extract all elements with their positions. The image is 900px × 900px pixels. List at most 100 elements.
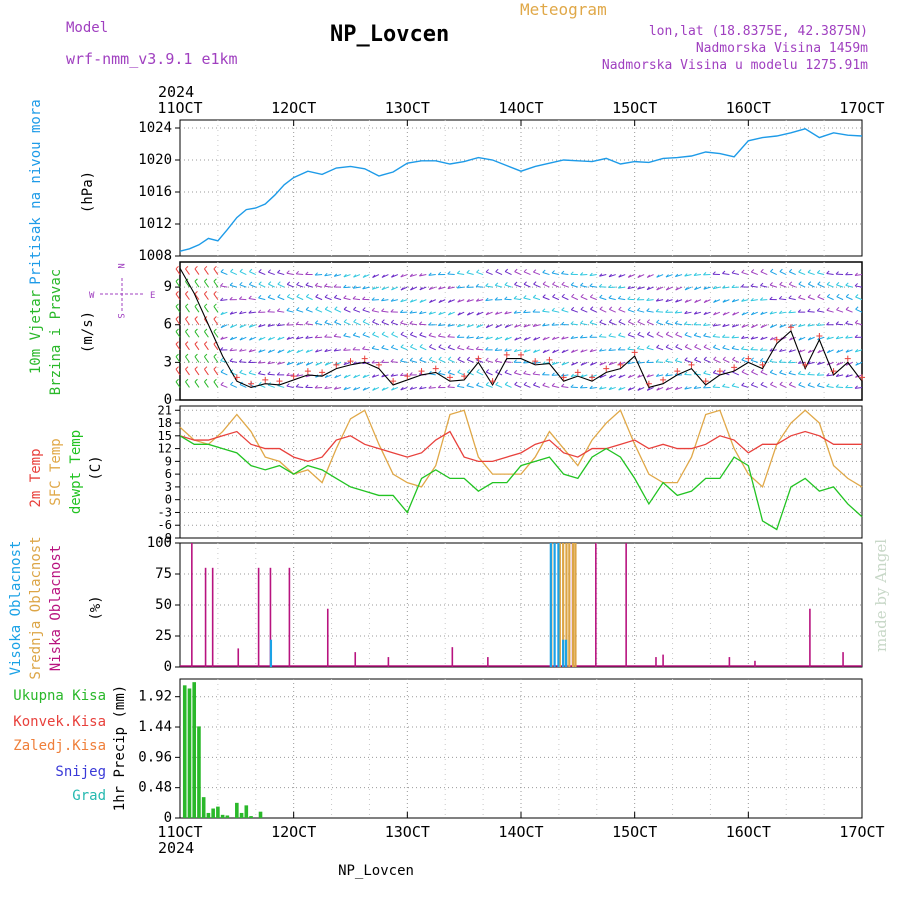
dewpoint-line xyxy=(179,435,863,531)
x-tick-label-bottom: 13OCT xyxy=(385,823,430,841)
wind-barb-feather xyxy=(561,281,565,285)
wind-barb-feather xyxy=(778,310,783,314)
wind-barb-feather xyxy=(314,320,319,324)
wind-barb-feather xyxy=(618,332,622,336)
wind-barb-feather xyxy=(194,265,198,270)
wind-barb xyxy=(571,284,578,288)
wind-barb-feather xyxy=(447,369,451,373)
wind-barb-feather xyxy=(185,328,189,332)
wind-barb xyxy=(523,349,531,353)
wind-barb-feather xyxy=(580,282,584,286)
wind-barb-feather xyxy=(371,360,375,364)
wind-gust-marker xyxy=(276,378,283,385)
wind-gust-marker xyxy=(660,376,667,383)
wind-barb xyxy=(447,286,455,290)
wind-barb xyxy=(628,321,635,326)
wind-barb-feather xyxy=(485,297,489,301)
wind-barb-feather xyxy=(750,382,755,386)
wind-barb-feather xyxy=(760,268,764,273)
wind-barb-feather xyxy=(741,357,745,361)
wind-barb-feather xyxy=(428,332,432,336)
wind-barb-feather xyxy=(438,311,442,316)
wind-barb-feather xyxy=(845,271,849,276)
wind-barb-feather xyxy=(229,336,234,341)
wind-barb xyxy=(741,336,749,340)
wind-barb-feather xyxy=(400,331,404,335)
wind-barb-feather xyxy=(836,362,840,366)
wind-barb xyxy=(185,343,190,351)
wind-barb xyxy=(353,309,361,313)
wind-barb xyxy=(570,374,578,378)
wind-barb-feather xyxy=(845,293,849,298)
wind-barb xyxy=(305,309,313,313)
x-tick-label-top: 15OCT xyxy=(612,99,657,117)
wind-barb-feather xyxy=(617,285,622,289)
wind-barb xyxy=(185,318,190,326)
wind-barb xyxy=(476,371,484,376)
wind-barb xyxy=(855,349,863,353)
wind-barb xyxy=(789,271,796,276)
wind-barb xyxy=(175,381,181,388)
wind-barb-feather xyxy=(713,356,717,360)
wind-barb-feather xyxy=(703,322,707,326)
wind-barb-feather xyxy=(807,294,811,298)
wind-barb-feather xyxy=(684,321,688,325)
wind-barb-feather xyxy=(665,274,669,278)
wind-barb xyxy=(826,309,834,313)
precip-legend-2: Konvek.Kisa xyxy=(13,714,106,730)
wind-barb-feather xyxy=(542,349,546,354)
wind-barb-feather xyxy=(334,319,338,323)
wind-gust-marker xyxy=(248,380,255,387)
wind-barb-feather xyxy=(514,281,518,285)
wind-barb-feather xyxy=(286,270,290,274)
precip-bar xyxy=(249,816,253,818)
wind-barb xyxy=(229,349,237,352)
wind-barb-feather xyxy=(353,374,357,379)
wind-barb-feather xyxy=(836,349,840,353)
wind-barb-feather xyxy=(514,268,518,272)
y-tick-label-5: 0.96 xyxy=(138,749,172,765)
wind-barb xyxy=(589,322,597,326)
y-tick-label-3: 15 xyxy=(158,429,172,443)
wind-barb-feather xyxy=(295,373,300,377)
wind-barb xyxy=(229,284,237,288)
wind-barb xyxy=(533,297,541,301)
wind-barb xyxy=(826,336,834,340)
wind-speed-line xyxy=(179,268,863,389)
wind-barb-feather xyxy=(372,274,376,278)
wind-barb xyxy=(770,271,777,275)
wind-barb-feather xyxy=(400,372,404,377)
wind-gust-marker xyxy=(716,368,723,375)
wind-barb xyxy=(693,373,702,376)
wind-barb-feather xyxy=(343,319,347,323)
wind-barb xyxy=(608,297,616,301)
wind-barb-feather xyxy=(204,278,208,282)
wind-barb xyxy=(656,333,664,338)
wind-barb-feather xyxy=(570,321,574,325)
wind-barb xyxy=(428,274,436,276)
wind-barb xyxy=(486,371,493,376)
wind-barb xyxy=(694,311,702,315)
y-tick-label-2: 6 xyxy=(164,317,172,333)
wind-barb xyxy=(732,299,740,303)
wind-barb xyxy=(476,271,484,276)
wind-barb-feather xyxy=(684,386,688,390)
wind-barb xyxy=(713,372,721,376)
wind-barb-feather xyxy=(185,378,189,383)
wind-barb-feather xyxy=(175,291,179,295)
wind-barb-feather xyxy=(485,382,489,386)
wind-barb xyxy=(362,334,370,338)
wind-gust-marker xyxy=(461,373,468,380)
wind-barb xyxy=(220,371,228,376)
wind-barb-feather xyxy=(258,370,262,374)
wind-barb xyxy=(769,311,777,315)
wind-barb xyxy=(760,349,768,351)
wind-barb xyxy=(239,384,247,388)
wind-barb-feather xyxy=(561,349,565,354)
wind-barb-feather xyxy=(391,274,395,278)
wind-barb xyxy=(267,324,275,327)
wind-barb-feather xyxy=(826,349,831,354)
wind-barb-feather xyxy=(457,369,461,373)
temp-ylabel: (C) xyxy=(88,455,104,480)
wind-barb-feather xyxy=(220,282,224,287)
